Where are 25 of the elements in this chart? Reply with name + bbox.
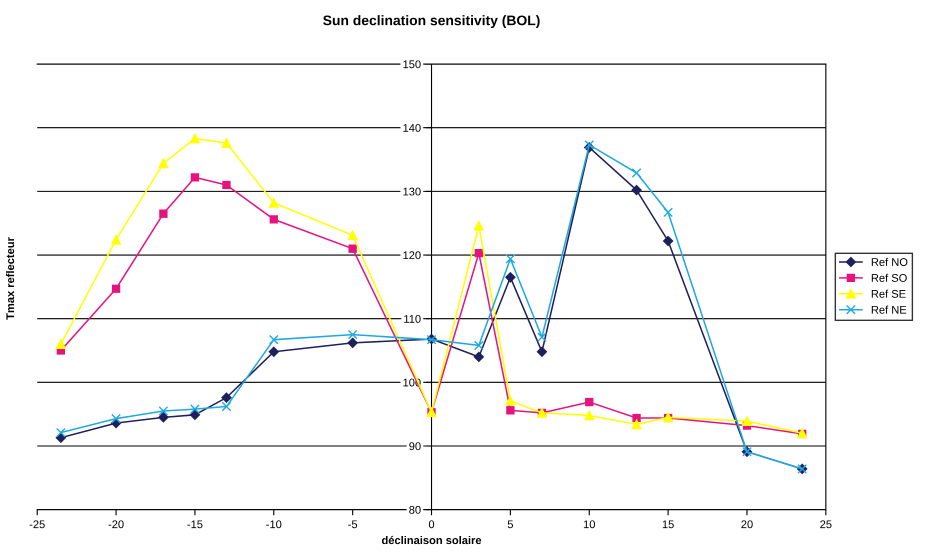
y-tick-label: 80 [409,506,421,514]
x-tick-label: -10 [266,520,282,528]
legend-label: Ref SO [872,274,907,282]
x-axis-title: déclinaison solaire [382,536,482,544]
y-tick-label: 90 [409,442,421,450]
legend-label: Ref NE [872,306,906,314]
x-tick-label: -15 [187,520,202,528]
x-tick-label: 20 [741,520,753,528]
legend-label: Ref SE [872,290,906,298]
y-tick-label: 120 [403,251,421,260]
x-tick-label: 5 [508,520,514,528]
x-tick-label: -25 [30,520,45,528]
x-tick-label: 25 [820,520,832,528]
chart-title: Sun declination sensitivity (BOL) [323,15,540,28]
x-tick-label: -20 [108,520,124,528]
x-tick-label: 15 [662,520,674,528]
y-tick-label: 140 [403,124,421,132]
legend-label: Ref NO [872,258,908,266]
y-tick-label: 130 [403,188,421,196]
y-tick-label: 110 [404,314,421,323]
x-tick-label: -5 [348,520,358,528]
x-tick-label: 10 [584,520,595,528]
y-tick-label: 150 [403,60,421,68]
x-tick-label: 0 [428,520,434,528]
y-axis-title: Tmax reflecteur [6,237,14,320]
